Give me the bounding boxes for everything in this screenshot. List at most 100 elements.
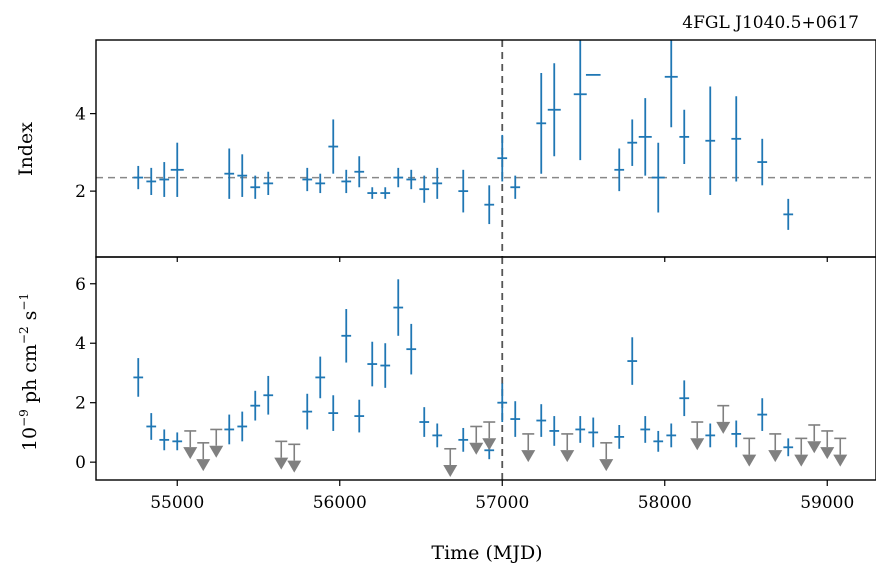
flux-point: [666, 423, 677, 448]
flux-point: [328, 395, 339, 431]
index-point: [638, 98, 652, 176]
chart-title: 4FGL J1040.5+0617: [682, 13, 859, 33]
index-point: [302, 167, 313, 192]
index-point: [547, 63, 561, 157]
flux-point: [705, 423, 716, 448]
flux-point: [146, 413, 157, 440]
flux-point: [679, 380, 690, 417]
upper-limit-arrow: [287, 460, 302, 473]
flux-point: [302, 393, 313, 430]
flux-upper-limit: [443, 447, 458, 478]
index-point: [315, 173, 326, 194]
flux-point: [536, 404, 547, 437]
flux-point: [510, 401, 521, 437]
index-point: [614, 148, 625, 192]
flux-upper-limit: [560, 433, 575, 463]
upper-limit-arrow: [833, 454, 848, 467]
flux-point: [341, 309, 352, 363]
flux-points: [133, 279, 848, 478]
flux-point: [497, 383, 508, 423]
upper-limit-arrow: [274, 457, 289, 470]
flux-upper-limit: [768, 433, 783, 463]
flux-point: [549, 416, 560, 446]
upper-limit-arrow: [768, 450, 783, 463]
index-point: [664, 40, 678, 128]
x-tick-label: 59000: [800, 493, 854, 513]
index-point: [328, 119, 339, 174]
index-point: [731, 96, 742, 182]
flux-upper-limit: [742, 437, 757, 467]
index-point: [783, 198, 794, 230]
flux-point: [406, 323, 417, 375]
index-point: [367, 187, 378, 199]
index-panel: 24: [75, 39, 876, 262]
flux-point: [263, 375, 274, 415]
upper-limit-arrow: [209, 445, 224, 458]
flux-point: [653, 430, 664, 452]
flux-upper-limit: [469, 425, 484, 455]
upper-limit-arrow: [690, 438, 705, 451]
index-point: [573, 40, 587, 161]
flux-panel: 0 2 4 6 55000 56000 57000 58000 59000: [75, 256, 876, 513]
flux-point: [380, 343, 391, 388]
bottom-panel-frame: [95, 256, 876, 481]
x-axis-label: Time (MJD): [431, 542, 542, 564]
index-point: [484, 185, 495, 225]
index-point: [679, 109, 690, 164]
flux-point: [640, 416, 651, 443]
flux-upper-limit: [287, 443, 302, 473]
flux-point: [315, 356, 326, 399]
index-point: [627, 119, 638, 166]
index-point: [341, 169, 352, 194]
index-point: [458, 169, 469, 213]
index-point: [133, 165, 144, 190]
index-point: [536, 72, 547, 174]
index-point: [263, 171, 274, 195]
index-point: [380, 187, 391, 199]
index-point: [224, 148, 235, 199]
top-panel-frame: [95, 39, 876, 258]
flux-upper-limit: [820, 430, 835, 460]
index-point: [159, 162, 170, 197]
index-point: [250, 175, 261, 199]
flux-upper-limit: [209, 428, 224, 458]
top-y-tick-label: 4: [75, 105, 86, 125]
index-point: [237, 154, 248, 197]
upper-limit-arrow: [521, 450, 536, 463]
upper-limit-arrow: [716, 421, 731, 434]
upper-limit-arrow: [599, 459, 614, 472]
upper-limit-arrow: [794, 454, 809, 467]
flux-point: [172, 432, 183, 451]
flux-upper-limit: [716, 404, 731, 434]
upper-limit-arrow: [482, 438, 497, 451]
bottom-y-tick-label: 2: [75, 394, 86, 414]
index-point: [146, 167, 157, 195]
flux-point: [354, 399, 365, 433]
flux-point: [159, 429, 170, 451]
flux-point: [237, 411, 248, 442]
flux-point: [419, 407, 430, 437]
flux-point: [393, 279, 404, 336]
flux-point: [731, 420, 742, 448]
upper-limit-arrow: [196, 459, 211, 472]
index-point: [170, 142, 184, 197]
flux-upper-limit: [807, 424, 822, 454]
flux-point: [133, 358, 144, 397]
upper-limit-arrow: [742, 454, 757, 467]
x-tick-label: 57000: [475, 493, 529, 513]
upper-limit-arrow: [807, 441, 822, 454]
bottom-y-tick-label: 0: [75, 453, 86, 473]
flux-point: [224, 414, 235, 445]
index-point: [510, 175, 521, 199]
upper-limit-arrow: [560, 450, 575, 463]
index-point: [406, 169, 417, 190]
flux-upper-limit: [482, 421, 497, 451]
index-point: [757, 138, 768, 186]
bottom-y-tick-label: 6: [75, 275, 86, 295]
flux-upper-limit: [196, 442, 211, 472]
top-y-axis-label: Index: [15, 122, 37, 176]
flux-point: [757, 398, 768, 431]
index-points: [133, 40, 794, 230]
upper-limit-arrow: [820, 447, 835, 460]
